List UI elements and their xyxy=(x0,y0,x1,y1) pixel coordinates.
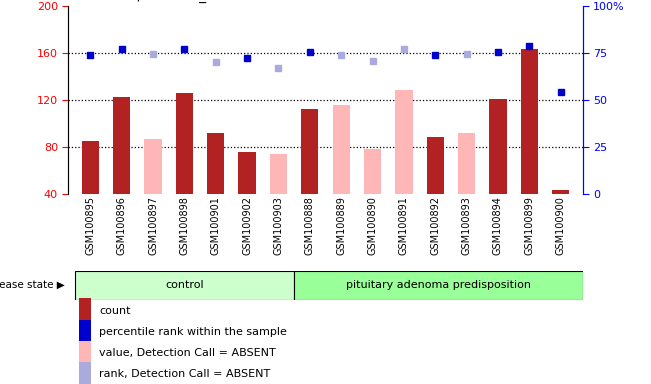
Bar xyxy=(458,133,475,194)
Bar xyxy=(521,49,538,194)
Bar xyxy=(79,298,92,324)
Bar xyxy=(79,319,92,345)
Text: GSM100891: GSM100891 xyxy=(399,196,409,255)
Text: value, Detection Call = ABSENT: value, Detection Call = ABSENT xyxy=(99,348,276,358)
Text: GSM100893: GSM100893 xyxy=(462,196,471,255)
Bar xyxy=(207,133,225,194)
Bar xyxy=(79,362,92,384)
Bar xyxy=(81,141,99,194)
Text: GSM100897: GSM100897 xyxy=(148,196,158,255)
Bar xyxy=(552,190,570,194)
Text: GSM100899: GSM100899 xyxy=(524,196,534,255)
Bar xyxy=(333,104,350,194)
Text: GSM100902: GSM100902 xyxy=(242,196,252,255)
Text: GSM100889: GSM100889 xyxy=(336,196,346,255)
Text: GSM100903: GSM100903 xyxy=(273,196,283,255)
Bar xyxy=(364,149,381,194)
Bar xyxy=(270,154,287,194)
Bar xyxy=(301,109,318,194)
Bar xyxy=(145,139,161,194)
Text: GSM100890: GSM100890 xyxy=(368,196,378,255)
Text: count: count xyxy=(99,306,131,316)
Text: GSM100900: GSM100900 xyxy=(556,196,566,255)
Text: GSM100888: GSM100888 xyxy=(305,196,315,255)
Bar xyxy=(294,271,583,300)
Text: GDS2432 / 222040_at: GDS2432 / 222040_at xyxy=(68,0,221,3)
Text: GSM100895: GSM100895 xyxy=(85,196,95,255)
Bar xyxy=(238,152,256,194)
Bar xyxy=(176,93,193,194)
Text: pituitary adenoma predisposition: pituitary adenoma predisposition xyxy=(346,280,531,290)
Text: GSM100901: GSM100901 xyxy=(211,196,221,255)
Text: GSM100894: GSM100894 xyxy=(493,196,503,255)
Text: GSM100892: GSM100892 xyxy=(430,196,440,255)
Text: disease state ▶: disease state ▶ xyxy=(0,280,65,290)
Bar xyxy=(490,99,506,194)
Bar xyxy=(395,91,413,194)
Text: control: control xyxy=(165,280,204,290)
Text: GSM100896: GSM100896 xyxy=(117,196,127,255)
Bar xyxy=(426,137,444,194)
Text: percentile rank within the sample: percentile rank within the sample xyxy=(99,327,287,337)
Bar xyxy=(79,341,92,366)
Bar xyxy=(75,271,294,300)
Text: rank, Detection Call = ABSENT: rank, Detection Call = ABSENT xyxy=(99,369,270,379)
Text: GSM100898: GSM100898 xyxy=(180,196,189,255)
Bar xyxy=(113,98,130,194)
